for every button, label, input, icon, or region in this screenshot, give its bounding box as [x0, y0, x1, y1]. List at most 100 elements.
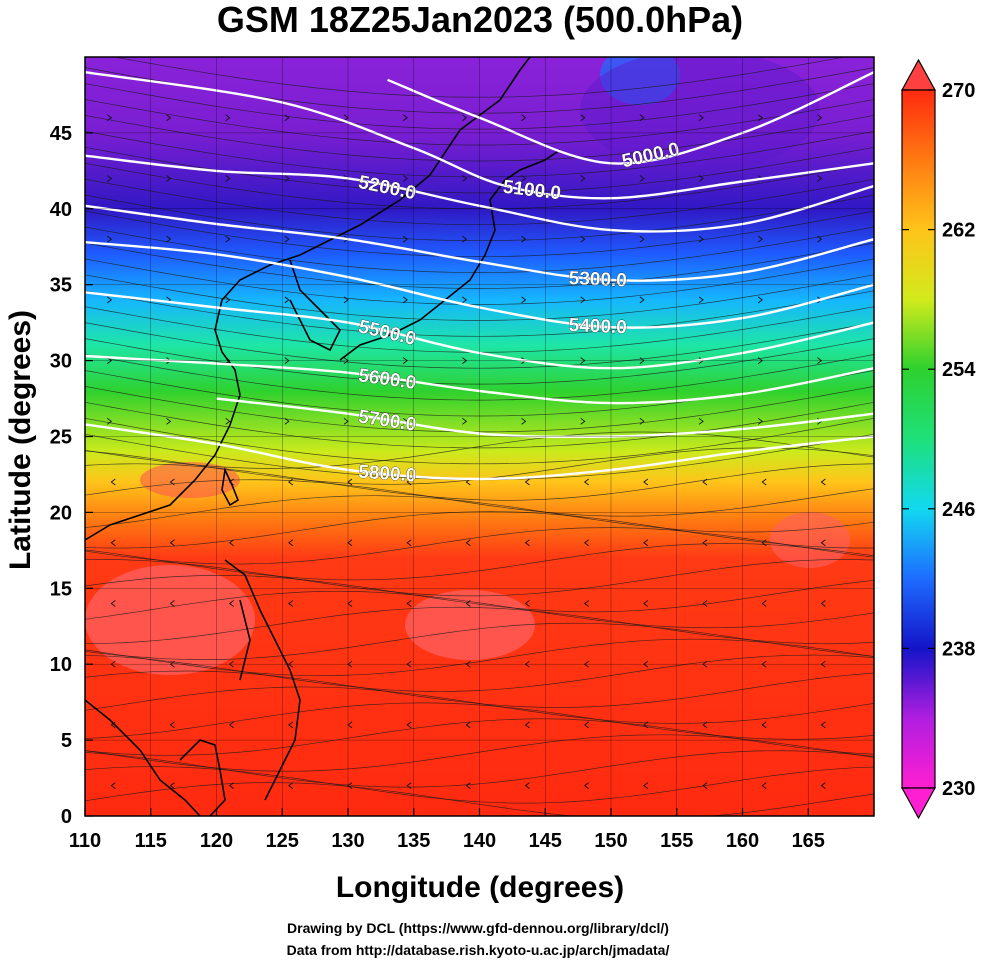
wind-arrowhead	[580, 235, 586, 243]
wind-arrowhead	[166, 114, 172, 122]
cold-core-blob	[580, 57, 820, 170]
wind-arrowhead	[761, 600, 767, 607]
wind-arrowhead	[580, 114, 586, 122]
wind-arrowhead	[225, 296, 231, 304]
credit-drawing: Drawing by DCL (https://www.gfd-dennou.o…	[287, 920, 669, 936]
x-tick-label: 150	[594, 830, 627, 852]
wind-arrowhead	[524, 782, 530, 789]
x-tick-label: 110	[69, 830, 101, 852]
warm-patch	[770, 512, 850, 568]
wind-arrowhead	[402, 114, 408, 122]
wind-arrowhead	[110, 478, 116, 486]
wind-arrowhead	[406, 782, 412, 789]
wind-arrowhead	[462, 114, 468, 122]
y-tick-label: 20	[50, 502, 72, 524]
wind-arrowhead	[820, 721, 826, 729]
map-gridlines	[85, 57, 874, 816]
wind-arrowhead	[169, 539, 175, 547]
wind-arrowhead	[524, 478, 530, 486]
wind-arrowhead	[817, 175, 823, 182]
wind-arrowhead	[639, 235, 645, 243]
wind-arrowhead	[757, 296, 763, 304]
wind-arrowhead	[110, 539, 116, 547]
wind-arrowhead	[228, 539, 234, 547]
wind-arrowhead	[107, 296, 113, 304]
wind-arrowhead	[643, 478, 649, 486]
coastline-indochina	[85, 699, 201, 816]
coastline	[85, 57, 561, 816]
coastline-borneo	[179, 739, 226, 816]
wind-arrowhead	[406, 478, 412, 486]
wind-arrowhead	[465, 721, 471, 729]
coastline-philippines	[224, 559, 301, 801]
y-tick-label: 10	[50, 654, 72, 676]
colorbar-tick-label: 238	[942, 638, 975, 660]
wind-arrowhead	[169, 721, 175, 729]
colorbar-tick-label: 246	[942, 499, 975, 521]
wind-arrowhead	[583, 721, 589, 729]
wind-arrowhead	[698, 114, 704, 122]
wind-arrowhead	[521, 114, 527, 122]
colorbar-tick-label: 230	[942, 778, 975, 800]
wind-arrowhead	[284, 175, 290, 182]
wind-arrowhead	[757, 235, 763, 243]
wind-arrowhead	[107, 235, 113, 243]
x-axis-label: Longitude (degrees)	[336, 871, 624, 904]
colorbar: 230 238 246 254 262 270	[900, 58, 976, 820]
wind-arrowhead	[110, 600, 116, 607]
wind-arrowhead	[639, 417, 645, 425]
wind-arrowhead	[521, 417, 527, 425]
wind-arrowhead	[639, 114, 645, 122]
wind-arrowhead	[406, 721, 412, 729]
x-tick-label: 120	[200, 830, 233, 852]
wind-arrowhead	[521, 175, 527, 182]
wind-arrowhead	[462, 175, 468, 182]
wind-arrowhead	[583, 478, 589, 486]
wind-arrowhead	[288, 721, 294, 729]
map-plot-area: 5000.05100.05200.05300.05400.05500.05600…	[85, 57, 874, 816]
y-tick-label: 35	[50, 275, 72, 297]
wind-arrowhead	[225, 417, 231, 425]
wind-arrowhead	[288, 478, 294, 486]
wind-arrowhead	[643, 721, 649, 729]
wind-arrowhead	[169, 600, 175, 607]
y-tick-label: 40	[50, 199, 72, 221]
wind-arrowhead	[702, 782, 708, 789]
wind-arrowhead	[524, 539, 530, 547]
wind-arrowhead	[580, 175, 586, 182]
wind-arrowhead	[228, 600, 234, 607]
wind-arrowhead	[288, 782, 294, 789]
contour-label: 5300.0	[568, 268, 627, 291]
wind-arrowhead	[284, 235, 290, 243]
wind-arrowhead	[169, 478, 175, 486]
wind-arrowhead	[465, 600, 471, 607]
wind-arrowhead	[107, 114, 113, 122]
wind-arrowhead	[583, 600, 589, 607]
contour-label: 5800.0	[358, 462, 417, 487]
wind-arrowhead	[583, 782, 589, 789]
height-contour-line	[387, 71, 874, 165]
wind-arrowhead	[702, 600, 708, 607]
warm-patch	[85, 565, 255, 675]
colorbar-tick-label: 270	[942, 80, 975, 102]
wind-arrowhead	[284, 114, 290, 122]
wind-arrowhead	[643, 539, 649, 547]
wind-arrowhead	[761, 721, 767, 729]
wind-arrowhead	[524, 600, 530, 607]
wind-arrowhead	[288, 539, 294, 547]
x-tick-label: 125	[266, 830, 299, 852]
wind-arrowhead	[702, 478, 708, 486]
wind-arrowhead	[288, 600, 294, 607]
x-tick-label: 115	[135, 830, 167, 852]
wind-arrowhead	[580, 296, 586, 304]
colorbar-bottom-arrow	[900, 787, 937, 820]
wind-arrowhead	[169, 782, 175, 789]
x-tick-label: 165	[792, 830, 825, 852]
wind-arrowhead	[580, 417, 586, 425]
x-tick-label: 160	[726, 830, 759, 852]
x-tick-label: 130	[331, 830, 364, 852]
coastline-taiwan	[221, 467, 239, 507]
wind-arrowhead	[406, 539, 412, 547]
x-tick-label: 140	[463, 830, 496, 852]
